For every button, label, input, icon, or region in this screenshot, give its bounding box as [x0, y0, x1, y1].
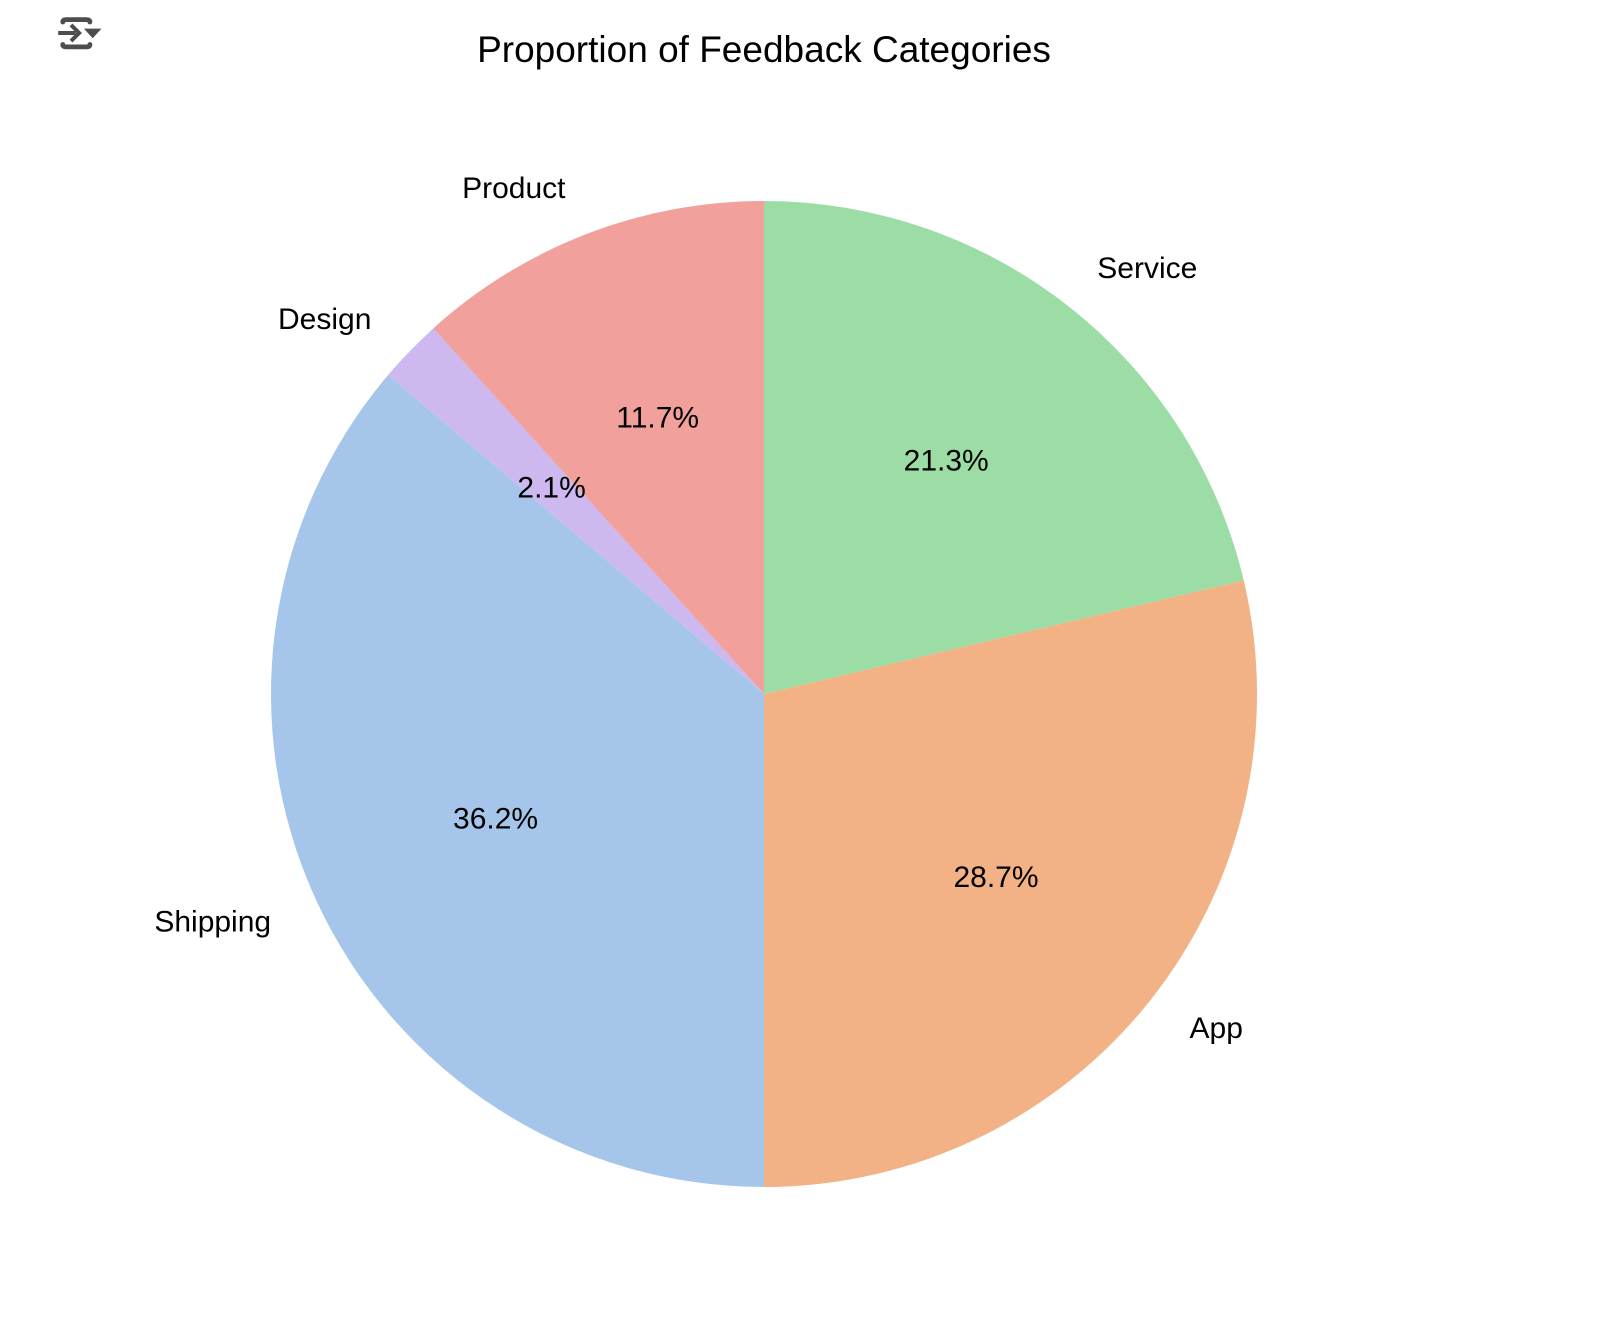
svg-text:36.2%: 36.2%	[453, 803, 538, 836]
svg-text:Service: Service	[1097, 252, 1197, 285]
svg-text:App: App	[1190, 1012, 1243, 1045]
svg-text:2.1%: 2.1%	[517, 472, 585, 505]
svg-text:Design: Design	[278, 303, 371, 336]
svg-text:28.7%: 28.7%	[953, 861, 1038, 894]
svg-text:Shipping: Shipping	[154, 906, 271, 939]
svg-text:21.3%: 21.3%	[904, 445, 989, 478]
svg-text:11.7%: 11.7%	[616, 402, 699, 435]
svg-text:Proportion of Feedback Categor: Proportion of Feedback Categories	[477, 29, 1051, 70]
svg-text:Product: Product	[462, 172, 566, 205]
